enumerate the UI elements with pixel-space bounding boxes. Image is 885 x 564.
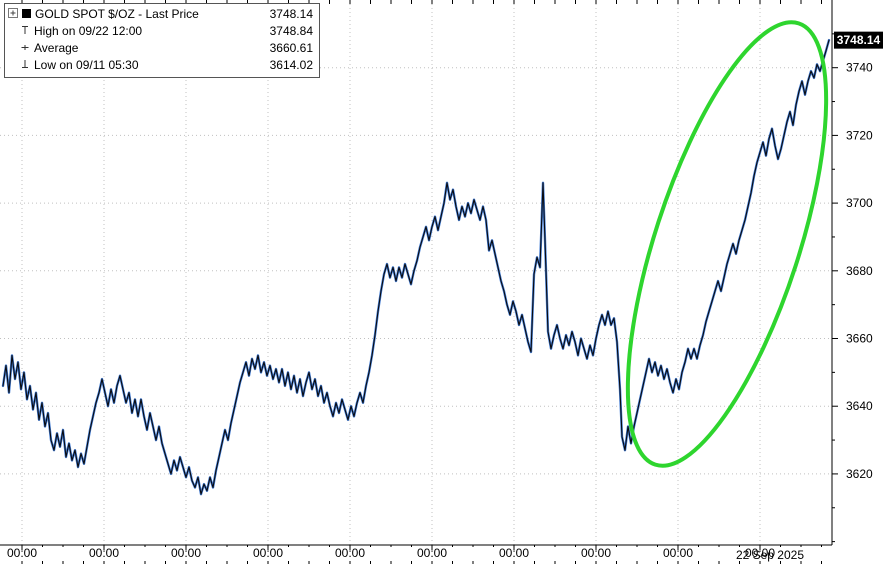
x-axis-label: 00:00 <box>89 546 119 560</box>
high-value: 3748.84 <box>269 24 313 38</box>
y-axis-label: 3640 <box>846 399 873 413</box>
y-axis-label: 3700 <box>846 196 873 210</box>
legend-row-average[interactable]: Average 3660.61 <box>8 40 313 57</box>
y-axis-label: 3680 <box>846 264 873 278</box>
low-label: Low on 09/11 05:30 <box>34 58 139 72</box>
price-line <box>1 38 831 496</box>
expand-box-icon[interactable] <box>8 6 18 23</box>
legend-row-high[interactable]: High on 09/22 12:00 3748.84 <box>8 23 313 40</box>
y-axis-label: 3740 <box>846 61 873 75</box>
price-line-core <box>2 39 830 495</box>
high-marker-icon <box>20 23 30 40</box>
minor-ticks <box>21 0 822 564</box>
chart-legend: GOLD SPOT $/OZ - Last Price 3748.14 High… <box>4 3 320 78</box>
average-value: 3660.61 <box>269 41 313 55</box>
y-axis-label: 3660 <box>846 332 873 346</box>
gridlines <box>0 0 832 545</box>
x-axis-label: 00:00 <box>417 546 447 560</box>
highlight-ellipse-annotation <box>625 20 829 468</box>
high-label: High on 09/22 12:00 <box>34 24 143 38</box>
y-axis-label: 3720 <box>846 128 873 142</box>
x-axis: 00:00 00:00 00:00 00:00 00:00 00:00 00:00 00:00… <box>7 545 804 562</box>
last-price-value: 3748.14 <box>269 7 313 21</box>
y-axis: 3620 3640 3660 3680 3700 3720 3740 <box>832 33 873 543</box>
x-axis-label: 00:00 <box>171 546 201 560</box>
last-price-badge: 3748.14 <box>834 31 883 49</box>
x-axis-label: 00:00 <box>581 546 611 560</box>
y-axis-label: 3620 <box>846 467 873 481</box>
axis-frame <box>0 0 833 546</box>
low-value: 3614.02 <box>269 58 313 72</box>
x-axis-label: 00:00 <box>253 546 283 560</box>
series-swatch-icon <box>22 6 31 23</box>
legend-row-last-price[interactable]: GOLD SPOT $/OZ - Last Price 3748.14 <box>8 6 313 23</box>
x-axis-label: 00:00 <box>745 546 775 560</box>
last-price-badge-text: 3748.14 <box>837 33 881 47</box>
low-marker-icon <box>20 57 30 74</box>
x-axis-label: 00:00 <box>663 546 693 560</box>
series-label: GOLD SPOT $/OZ - Last Price <box>35 7 199 21</box>
date-label: 22 Sep 2025 <box>736 548 804 562</box>
x-axis-label: 00:00 <box>499 546 529 560</box>
x-axis-label: 00:00 <box>335 546 365 560</box>
legend-row-low[interactable]: Low on 09/11 05:30 3614.02 <box>8 57 313 74</box>
average-marker-icon <box>20 40 30 57</box>
average-label: Average <box>34 41 79 55</box>
x-axis-label: 00:00 <box>7 546 37 560</box>
